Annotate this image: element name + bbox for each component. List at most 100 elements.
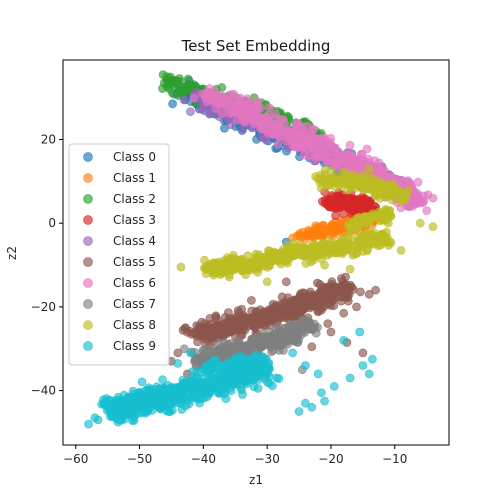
data-point: [275, 325, 285, 335]
y-axis: −40 −20 0 20: [31, 133, 63, 398]
data-point: [210, 87, 220, 96]
data-point: [210, 263, 220, 273]
x-axis-label: z1: [249, 473, 263, 487]
data-point: [364, 369, 374, 379]
data-point: [188, 328, 198, 338]
data-point: [158, 375, 167, 385]
data-point: [350, 204, 360, 214]
data-point: [316, 388, 326, 398]
data-point: [358, 361, 368, 370]
data-point: [179, 95, 189, 105]
data-point: [170, 387, 180, 396]
data-point: [238, 125, 248, 135]
data-point: [329, 381, 339, 391]
data-point: [183, 393, 193, 403]
data-point: [301, 259, 311, 268]
data-point: [290, 126, 299, 136]
data-point: [238, 390, 247, 399]
data-point: [345, 280, 355, 290]
data-point: [357, 235, 367, 245]
data-point: [326, 200, 335, 210]
data-point: [279, 305, 289, 315]
data-point: [218, 256, 228, 266]
data-point: [364, 164, 374, 174]
legend-marker: [83, 257, 93, 267]
data-point: [229, 326, 239, 335]
data-point: [188, 371, 198, 381]
data-point: [237, 304, 247, 314]
data-point: [363, 201, 373, 211]
data-point: [254, 356, 264, 365]
x-axis: −60 −50 −40 −30 −20 −10: [63, 445, 407, 466]
data-point: [261, 312, 271, 322]
data-point: [339, 308, 349, 318]
data-point: [136, 397, 146, 407]
data-point: [269, 302, 279, 312]
data-point: [345, 140, 355, 150]
data-point: [243, 251, 253, 261]
data-point: [235, 341, 245, 351]
data-point: [290, 301, 300, 311]
y-axis-label: z2: [5, 246, 19, 260]
data-point: [113, 404, 123, 414]
data-point: [212, 327, 222, 337]
data-point: [220, 326, 230, 336]
data-point: [249, 373, 259, 383]
x-tick-label: −60: [63, 452, 88, 466]
data-point: [340, 197, 350, 206]
data-point: [173, 348, 183, 358]
legend-marker: [83, 194, 93, 204]
data-point: [329, 227, 339, 237]
data-point: [247, 114, 257, 123]
data-point: [198, 331, 208, 341]
data-point: [349, 195, 359, 205]
data-point: [363, 179, 373, 189]
data-point: [176, 262, 186, 272]
data-point: [337, 150, 347, 160]
data-point: [413, 177, 423, 187]
data-point: [319, 133, 329, 142]
data-point: [362, 144, 372, 154]
data-point: [163, 388, 172, 398]
data-point: [381, 204, 391, 214]
data-point: [163, 395, 173, 405]
data-point: [388, 179, 397, 189]
data-point: [328, 243, 338, 253]
data-point: [211, 311, 221, 321]
legend-marker: [83, 341, 93, 351]
data-point: [318, 220, 328, 230]
data-point: [257, 116, 266, 126]
data-point: [352, 248, 362, 257]
data-point: [355, 287, 365, 297]
legend-label: Class 4: [113, 234, 156, 248]
data-point: [237, 359, 247, 369]
data-point: [84, 419, 93, 429]
data-point: [104, 404, 114, 414]
data-point: [278, 115, 288, 124]
data-point: [137, 408, 147, 418]
data-point: [144, 383, 154, 393]
y-tick-label: 0: [48, 216, 56, 230]
data-point: [358, 348, 368, 358]
data-point: [262, 277, 272, 287]
data-point: [220, 343, 230, 353]
data-point: [168, 99, 178, 109]
data-point: [367, 229, 377, 239]
data-point: [264, 103, 274, 113]
data-point: [308, 125, 318, 135]
data-point: [396, 245, 406, 255]
data-point: [320, 396, 330, 406]
data-point: [235, 96, 245, 106]
data-point: [278, 256, 288, 266]
legend-label: Class 0: [113, 150, 156, 164]
data-point: [239, 312, 249, 322]
data-point: [201, 94, 211, 103]
points-layer: [84, 70, 438, 429]
x-tick-label: −40: [191, 452, 216, 466]
legend-marker: [83, 299, 93, 309]
y-tick-label: −20: [31, 300, 56, 314]
legend-marker: [83, 215, 93, 225]
data-point: [367, 237, 377, 247]
y-tick-label: 20: [41, 133, 56, 147]
